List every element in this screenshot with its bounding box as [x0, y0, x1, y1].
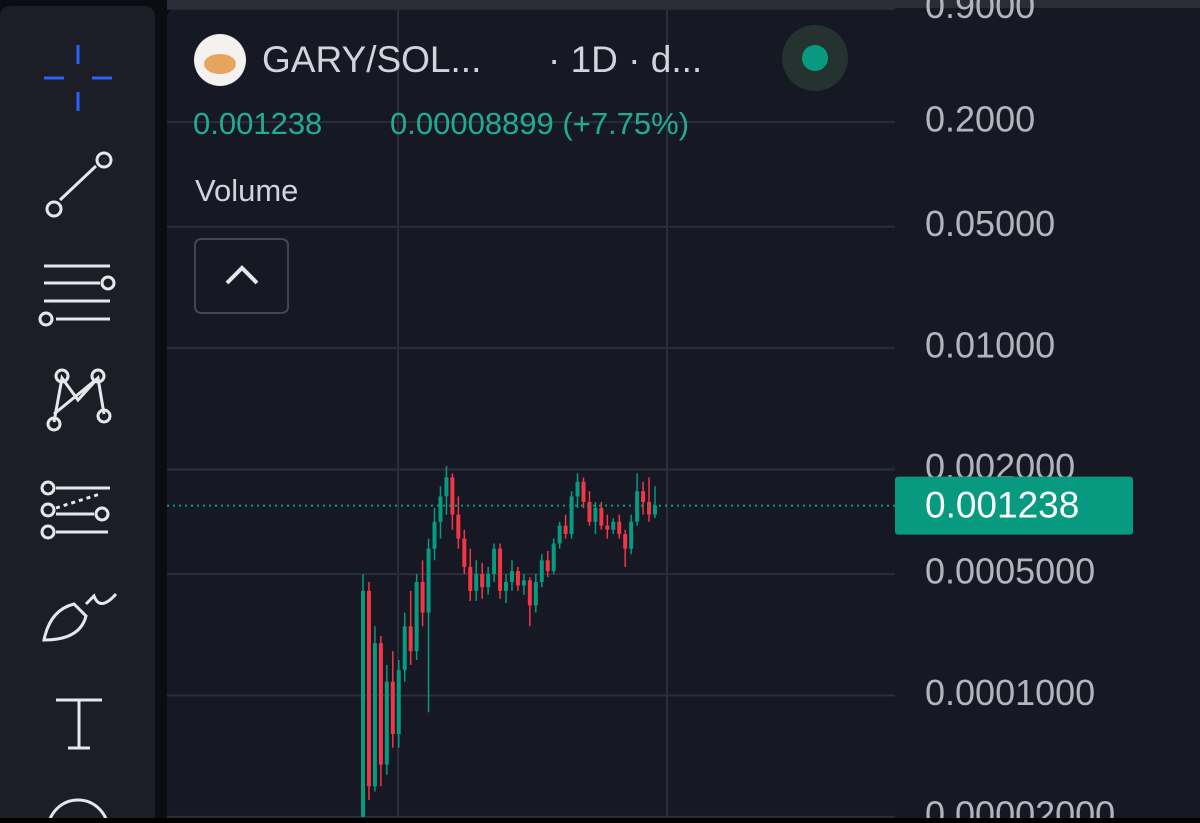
last-price-tag-label: 0.001238	[925, 484, 1079, 525]
y-tick-label: 0.00002000	[925, 793, 1115, 818]
candle-body	[587, 501, 592, 522]
y-tick-label: 0.2000	[925, 99, 1035, 140]
chart-panel	[167, 8, 1200, 823]
text-tool[interactable]	[56, 698, 102, 750]
toolbar-icons	[38, 45, 118, 823]
candle-body	[539, 560, 544, 583]
candle-body	[438, 496, 443, 522]
candle-body	[492, 548, 497, 575]
crosshair-tool[interactable]	[44, 45, 112, 111]
candle-body	[378, 643, 383, 765]
candle-body	[498, 548, 503, 591]
candle-body	[569, 496, 574, 535]
candle-body	[533, 582, 538, 606]
indicator-label: Volume	[195, 173, 298, 208]
candle-body	[414, 582, 419, 652]
candle-body	[366, 590, 371, 787]
y-tick-label: 0.01000	[925, 325, 1055, 366]
candle-body	[480, 574, 485, 588]
collapse-icon	[225, 265, 259, 285]
candle-body	[420, 582, 425, 613]
collapse-button[interactable]	[194, 238, 289, 314]
candle-body	[450, 477, 455, 515]
candle-body	[551, 543, 556, 572]
last-price-tag	[895, 476, 1133, 535]
candle-body	[635, 491, 640, 522]
candle-body	[390, 681, 395, 734]
trendline-tool[interactable]	[45, 151, 113, 218]
more-tool[interactable]	[47, 798, 109, 823]
status-dot	[802, 45, 828, 71]
candle-body	[599, 508, 604, 526]
candle-body	[456, 514, 461, 539]
last-price: 0.001238	[193, 106, 322, 141]
candle-body	[521, 580, 526, 586]
candle-body	[515, 571, 520, 586]
pattern-tool[interactable]	[46, 368, 112, 432]
fib-tool[interactable]	[38, 264, 116, 327]
candle-body	[396, 670, 401, 734]
candle-body	[629, 521, 634, 549]
candle-body	[432, 521, 437, 549]
y-tick-label: 0.0005000	[925, 551, 1095, 592]
candle-body	[527, 580, 532, 606]
candle-body	[581, 481, 586, 502]
candle-body	[605, 525, 610, 530]
candle-body	[509, 571, 514, 583]
candle-body	[545, 560, 550, 572]
candle-body	[444, 477, 449, 497]
y-tick-label: 0.05000	[925, 203, 1055, 244]
candle-body	[623, 534, 628, 549]
candle-body	[647, 501, 652, 515]
candle-body	[575, 481, 580, 497]
candle-body	[402, 626, 407, 671]
candle-body	[426, 548, 431, 613]
candle-body	[372, 643, 377, 787]
candle-body	[617, 521, 622, 535]
candle-body	[504, 582, 509, 591]
y-tick-label: 0.0001000	[925, 672, 1095, 713]
candle-body	[474, 574, 479, 591]
prediction-tool[interactable]	[40, 480, 110, 540]
candle-body	[462, 538, 467, 567]
candle-body	[384, 681, 389, 765]
brush-tool[interactable]	[42, 592, 118, 642]
chart	[167, 7, 895, 818]
candle-body	[486, 574, 491, 588]
candle-body	[653, 505, 657, 515]
price-change: 0.00008899 (+7.75%)	[390, 106, 689, 141]
candle-body	[641, 491, 646, 502]
top-border	[167, 0, 1200, 8]
symbol[interactable]: GARY/SOL...	[262, 39, 481, 80]
logo-cat	[204, 54, 236, 74]
candle-body	[563, 525, 568, 535]
interval[interactable]: · 1D · d...	[548, 39, 702, 80]
candle-body	[611, 521, 616, 530]
candle-body	[468, 566, 473, 591]
candle-body	[408, 626, 413, 652]
candle-body	[593, 508, 598, 522]
candle-body	[557, 525, 562, 544]
y-tick-label: 0.9000	[925, 0, 1035, 26]
toolbar	[0, 6, 155, 823]
candle-body	[361, 590, 365, 817]
